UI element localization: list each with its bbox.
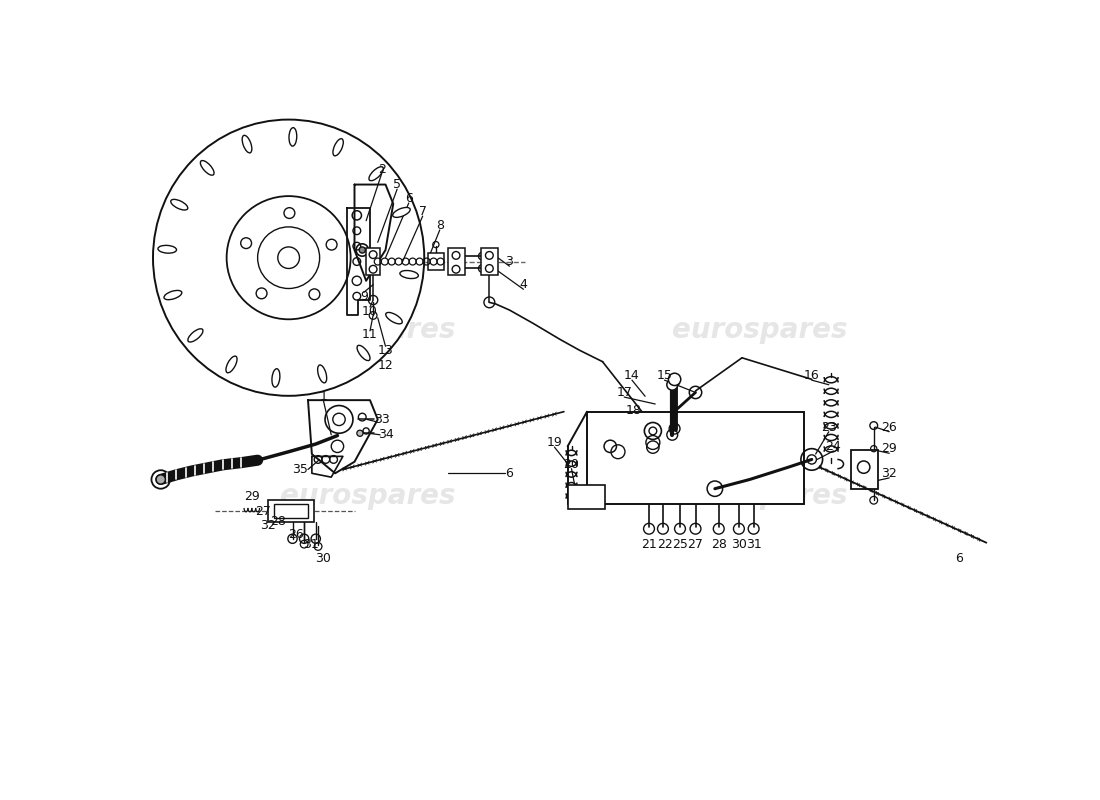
Text: 14: 14 bbox=[624, 369, 640, 382]
Text: 7: 7 bbox=[419, 205, 427, 218]
Text: 12: 12 bbox=[377, 359, 394, 372]
Circle shape bbox=[156, 475, 165, 484]
Bar bbox=[448, 249, 464, 275]
Polygon shape bbox=[354, 185, 394, 281]
Text: 26: 26 bbox=[881, 421, 898, 434]
Polygon shape bbox=[308, 400, 377, 474]
Ellipse shape bbox=[289, 128, 297, 146]
Ellipse shape bbox=[393, 207, 410, 218]
Text: 6: 6 bbox=[405, 192, 412, 205]
Text: 2: 2 bbox=[377, 162, 386, 176]
Text: 25: 25 bbox=[672, 538, 688, 550]
Text: 11: 11 bbox=[362, 328, 378, 341]
Text: 6: 6 bbox=[506, 467, 514, 480]
Text: 20: 20 bbox=[563, 458, 580, 470]
Text: 10: 10 bbox=[362, 305, 378, 318]
Text: 17: 17 bbox=[616, 386, 632, 399]
Text: 34: 34 bbox=[377, 428, 394, 442]
Text: 8: 8 bbox=[436, 219, 443, 232]
Text: 18: 18 bbox=[626, 404, 641, 417]
Text: 30: 30 bbox=[316, 551, 331, 565]
Text: 29: 29 bbox=[881, 442, 898, 455]
Text: 32: 32 bbox=[260, 519, 276, 532]
Text: 15: 15 bbox=[657, 369, 672, 382]
Bar bbox=[366, 249, 381, 274]
Text: 4: 4 bbox=[519, 278, 527, 291]
Text: 13: 13 bbox=[377, 344, 394, 357]
Ellipse shape bbox=[200, 161, 214, 175]
Text: 3: 3 bbox=[506, 255, 514, 268]
Ellipse shape bbox=[400, 270, 418, 278]
Text: 28: 28 bbox=[271, 514, 286, 527]
Circle shape bbox=[669, 373, 681, 386]
Text: 30: 30 bbox=[732, 538, 747, 550]
Ellipse shape bbox=[153, 119, 425, 396]
Text: 33: 33 bbox=[374, 413, 389, 426]
Bar bbox=[568, 485, 605, 510]
Ellipse shape bbox=[164, 290, 182, 300]
Circle shape bbox=[227, 196, 351, 319]
Text: 23: 23 bbox=[821, 421, 837, 434]
Text: 27: 27 bbox=[255, 506, 271, 518]
Text: 28: 28 bbox=[711, 538, 727, 550]
Ellipse shape bbox=[272, 369, 279, 387]
Text: 24: 24 bbox=[826, 440, 842, 453]
Circle shape bbox=[356, 430, 363, 436]
Text: eurospares: eurospares bbox=[672, 316, 848, 344]
Text: 29: 29 bbox=[244, 490, 260, 503]
Ellipse shape bbox=[368, 166, 384, 181]
Ellipse shape bbox=[358, 346, 370, 361]
Polygon shape bbox=[312, 456, 343, 477]
Text: 19: 19 bbox=[547, 436, 562, 449]
Text: eurospares: eurospares bbox=[672, 482, 848, 510]
Ellipse shape bbox=[158, 246, 176, 253]
Bar bbox=[587, 412, 804, 504]
Ellipse shape bbox=[333, 138, 343, 156]
Text: 21: 21 bbox=[641, 538, 657, 550]
Text: 16: 16 bbox=[804, 369, 820, 382]
Text: 35: 35 bbox=[293, 463, 308, 476]
Polygon shape bbox=[346, 208, 370, 315]
Bar bbox=[481, 249, 498, 275]
Text: 27: 27 bbox=[688, 538, 703, 550]
Text: eurospares: eurospares bbox=[279, 482, 455, 510]
Text: 32: 32 bbox=[881, 467, 898, 480]
Bar bbox=[850, 450, 878, 489]
Circle shape bbox=[649, 427, 657, 435]
Text: 6: 6 bbox=[955, 551, 962, 565]
Ellipse shape bbox=[386, 313, 403, 324]
Circle shape bbox=[359, 247, 365, 253]
Ellipse shape bbox=[170, 199, 188, 210]
Ellipse shape bbox=[318, 365, 327, 383]
Text: eurospares: eurospares bbox=[279, 316, 455, 344]
Text: 31: 31 bbox=[746, 538, 761, 550]
Circle shape bbox=[667, 379, 678, 390]
Ellipse shape bbox=[188, 329, 204, 342]
Text: 26: 26 bbox=[288, 529, 304, 542]
Text: 31: 31 bbox=[304, 538, 319, 550]
Text: 5: 5 bbox=[393, 178, 402, 191]
Text: 1: 1 bbox=[320, 390, 328, 403]
Bar bbox=[274, 504, 308, 518]
Text: 22: 22 bbox=[657, 538, 672, 550]
Ellipse shape bbox=[242, 135, 252, 153]
Bar bbox=[428, 253, 443, 270]
Ellipse shape bbox=[226, 356, 236, 373]
Text: 9: 9 bbox=[360, 290, 367, 302]
Circle shape bbox=[257, 227, 320, 289]
Bar bbox=[267, 500, 315, 522]
